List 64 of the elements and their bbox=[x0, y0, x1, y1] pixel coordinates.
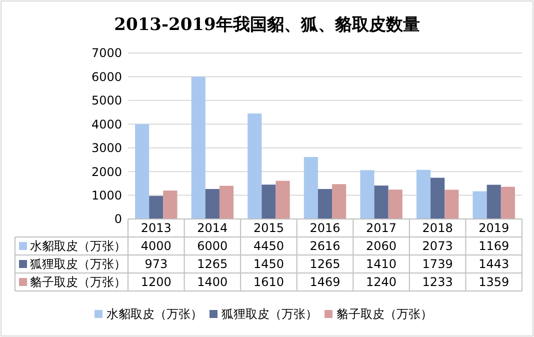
data-label: 1265 bbox=[310, 257, 340, 272]
y-tick-label: 7000 bbox=[91, 46, 122, 60]
data-label: 1233 bbox=[422, 275, 453, 290]
data-label: 1739 bbox=[422, 257, 453, 272]
bar bbox=[163, 190, 178, 219]
y-tick-label: 0 bbox=[114, 212, 122, 226]
y-tick-label: 2000 bbox=[91, 164, 122, 179]
y-tick-label: 6000 bbox=[91, 70, 122, 84]
bar bbox=[191, 76, 206, 219]
y-tick-label: 1000 bbox=[91, 188, 122, 202]
bar bbox=[416, 170, 431, 219]
text: 狐狸取皮（万张） bbox=[222, 307, 318, 322]
data-label: 2616 bbox=[310, 239, 340, 254]
bar bbox=[332, 184, 346, 219]
data-label: 1469 bbox=[310, 275, 340, 290]
data-label: 1443 bbox=[478, 257, 510, 272]
data-label: 1359 bbox=[478, 275, 510, 290]
bar bbox=[304, 156, 318, 219]
bar bbox=[318, 189, 332, 219]
data-label: 2060 bbox=[366, 239, 397, 254]
data-label: 1200 bbox=[140, 275, 172, 290]
x-tick-label: 2016 bbox=[310, 221, 340, 236]
bar bbox=[444, 190, 459, 219]
legend-label: 貉子取皮（万张） bbox=[30, 275, 126, 290]
chart-title: 2013-2019年我国貂、狐、貉取皮数量 bbox=[114, 15, 420, 35]
bar bbox=[388, 190, 402, 219]
data-label: 1610 bbox=[253, 275, 284, 290]
data-label: 1400 bbox=[197, 275, 228, 290]
bar bbox=[276, 180, 290, 219]
data-label: 1410 bbox=[366, 257, 397, 272]
bar bbox=[430, 178, 445, 219]
y-tick-label: 5000 bbox=[91, 94, 122, 108]
text: 貉子取皮（万张） bbox=[336, 307, 432, 322]
text: 水貂取皮（万张） bbox=[106, 307, 202, 322]
data-label: 4000 bbox=[140, 239, 172, 254]
x-tick-label: 2015 bbox=[253, 221, 284, 236]
bar bbox=[135, 124, 150, 219]
x-tick-label: 2013 bbox=[140, 221, 172, 236]
x-tick-label: 2017 bbox=[366, 221, 397, 236]
y-tick-label: 4000 bbox=[91, 117, 122, 132]
data-label: 1450 bbox=[253, 257, 284, 272]
data-label: 1240 bbox=[366, 275, 397, 290]
data-label: 1169 bbox=[478, 239, 510, 254]
legend-label: 狐狸取皮（万张） bbox=[30, 257, 126, 272]
x-tick-label: 2018 bbox=[422, 221, 453, 236]
bar bbox=[500, 186, 515, 219]
bar bbox=[219, 186, 234, 219]
bar bbox=[360, 170, 374, 219]
x-tick-label: 2019 bbox=[478, 221, 510, 236]
x-tick-label: 2014 bbox=[197, 221, 228, 236]
bar bbox=[486, 184, 501, 219]
bar bbox=[374, 186, 388, 219]
data-label: 4450 bbox=[253, 239, 284, 254]
legend-label: 水貂取皮（万张） bbox=[30, 239, 126, 254]
y-tick-label: 3000 bbox=[91, 141, 122, 156]
data-label: 1265 bbox=[197, 257, 228, 272]
data-label: 6000 bbox=[197, 239, 228, 254]
data-label: 973 bbox=[144, 257, 168, 272]
bar bbox=[149, 196, 164, 219]
bar bbox=[205, 189, 220, 219]
bar bbox=[472, 191, 487, 219]
data-label: 2073 bbox=[422, 239, 453, 254]
bar bbox=[262, 184, 276, 219]
bar bbox=[248, 113, 262, 219]
